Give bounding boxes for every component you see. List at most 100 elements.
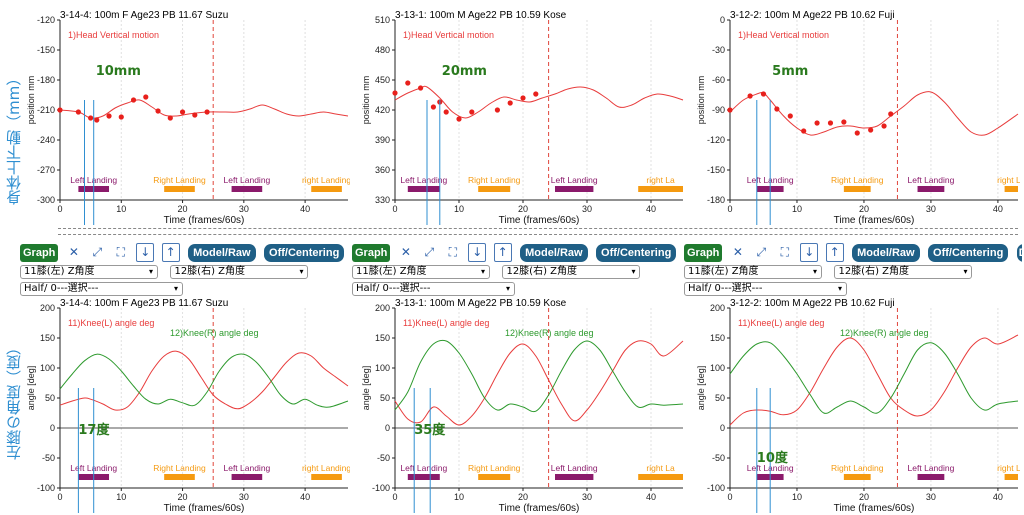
arrow-up-icon[interactable]: ↑ [825, 243, 844, 262]
x-tick-label: 20 [859, 204, 869, 214]
toolbar-3: Graph ✕ ⤢ ⛶ ↓ ↑ Model/Raw Off/Centering … [684, 243, 1022, 263]
arrow-down-icon[interactable]: ↓ [468, 243, 487, 262]
landing-bar-left [917, 186, 945, 192]
chart-title: 3-12-2: 100m M Age22 PB 10.62 Fuji [730, 10, 895, 21]
y-tick-label: 420 [375, 105, 390, 115]
arrow-up-icon[interactable]: ↑ [493, 243, 512, 262]
head-chart-suzu: 3-14-4: 100m F Age23 PB 11.67 Suzu -120 -1… [26, 10, 350, 225]
legend-entry-knee-right: 12)Knee(R) angle deg [840, 328, 929, 338]
landing-bar-right [843, 474, 871, 480]
y-tick-label: -50 [712, 453, 725, 463]
knee-right-select[interactable]: 12膝(右) Z角度 ▾ [170, 265, 309, 279]
y-tick-label: -270 [37, 165, 55, 175]
graph-button[interactable]: Graph [20, 243, 59, 262]
x-tick-label: 20 [178, 204, 188, 214]
y-tick-label: 150 [40, 333, 55, 343]
fit-icon[interactable]: ⛶ [444, 244, 461, 261]
y-tick-label: 0 [720, 423, 725, 433]
close-icon[interactable]: ✕ [65, 244, 82, 261]
off-centering-button[interactable]: Off/Centering [264, 243, 345, 262]
x-tick-label: 40 [646, 492, 656, 502]
y-axis-label: angle [deg] [696, 366, 706, 411]
raw-data-point [106, 113, 112, 119]
knee-left-select[interactable]: 11膝(左) Z角度 ▾ [352, 265, 490, 279]
x-tick-label: 40 [646, 204, 656, 214]
graph-button[interactable]: Graph [684, 243, 723, 262]
landing-label: Right Landing [468, 463, 521, 473]
raw-data-point [57, 107, 63, 113]
x-tick-label: 30 [239, 492, 249, 502]
legend-entry: 1)Head Vertical motion [403, 30, 494, 40]
select-row-2: 11膝(左) Z角度 ▾ 12膝(右) Z角度 ▾ [352, 265, 648, 279]
y-axis-label: angle [deg] [26, 366, 36, 411]
raw-data-point [167, 115, 173, 121]
model-raw-button[interactable]: Model/Raw [188, 243, 256, 262]
y-axis-label: position mm [361, 76, 371, 125]
x-tick-label: 30 [926, 204, 936, 214]
knee-left-select[interactable]: 11膝(左) Z角度 ▾ [684, 265, 822, 279]
landing-label: Left Landing [551, 463, 598, 473]
fit-icon[interactable]: ⛶ [112, 244, 129, 261]
y-tick-label: -60 [712, 75, 725, 85]
head-chart-kose: 3-13-1: 100m M Age22 PB 10.59 Kose 510 480… [361, 10, 684, 225]
series-line-1 [394, 339, 684, 413]
y-tick-label: -50 [377, 453, 390, 463]
landing-label: Left Landing [223, 463, 270, 473]
delta-annotation: 5mm [772, 64, 808, 79]
select-row-1: 11膝(左) Z角度 ▾ 12膝(右) Z角度 ▾ [20, 265, 316, 279]
expand-icon[interactable]: ⤢ [89, 244, 106, 261]
landing-label: right Landing [302, 175, 350, 185]
landing-bar-right [164, 186, 195, 192]
y-tick-label: 0 [720, 15, 725, 25]
y-tick-label: -300 [37, 195, 55, 205]
raw-data-point [881, 123, 887, 129]
raw-data-point [787, 113, 793, 119]
landing-label: right La [646, 175, 675, 185]
landing-bar-left [407, 474, 440, 480]
select-row-1b: Half/ 0---選択--- ▾ [20, 282, 191, 296]
model-raw-button[interactable]: Model/Raw [520, 243, 588, 262]
half-select[interactable]: Half/ 0---選択--- ▾ [20, 282, 183, 296]
fit-icon[interactable]: ⛶ [776, 244, 793, 261]
raw-data-point [469, 109, 475, 115]
y-tick-label: -50 [42, 453, 55, 463]
raw-data-point [507, 100, 513, 106]
raw-data-point [456, 116, 462, 122]
close-icon[interactable]: ✕ [729, 244, 746, 261]
y-tick-label: 450 [375, 75, 390, 85]
arrow-down-icon[interactable]: ↓ [800, 243, 819, 262]
graph-button[interactable]: Graph [352, 243, 391, 262]
raw-data-point [94, 117, 100, 123]
arrow-up-icon[interactable]: ↑ [161, 243, 180, 262]
y-tick-label: 100 [710, 363, 725, 373]
y-tick-label: 50 [380, 393, 390, 403]
knee-left-select[interactable]: 11膝(左) Z角度 ▾ [20, 265, 158, 279]
x-axis-label: Time (frames/60s) [164, 215, 245, 225]
x-tick-label: 20 [518, 492, 528, 502]
off-centering-button[interactable]: Off/Centering [596, 243, 677, 262]
model-raw-button[interactable]: Model/Raw [852, 243, 920, 262]
off-centering-button[interactable]: Off/Centering [928, 243, 1009, 262]
knee-right-select[interactable]: 12膝(右) Z角度 ▾ [834, 265, 973, 279]
close-icon[interactable]: ✕ [397, 244, 414, 261]
expand-icon[interactable]: ⤢ [753, 244, 770, 261]
landing-bar-right [311, 474, 342, 480]
head-chart-fuji: 3-12-2: 100m M Age22 PB 10.62 Fuji 0 -30 -6… [696, 10, 1020, 225]
half-select[interactable]: Half/ 0---選択--- ▾ [684, 282, 847, 296]
delta-annotation: 20mm [442, 64, 487, 79]
raw-data-point [760, 91, 767, 97]
x-tick-label: 10 [792, 492, 802, 502]
x-tick-label: 20 [518, 204, 528, 214]
raw-data-point [868, 127, 874, 133]
raw-data-point [801, 128, 807, 134]
knee-right-select[interactable]: 12膝(右) Z角度 ▾ [502, 265, 641, 279]
half-select[interactable]: Half/ 0---選択--- ▾ [352, 282, 515, 296]
expand-icon[interactable]: ⤢ [421, 244, 438, 261]
arrow-down-icon[interactable]: ↓ [136, 243, 155, 262]
separator-mid [58, 234, 1018, 235]
y-tick-label: -100 [372, 483, 390, 493]
delta-annotation: 10mm [96, 64, 141, 79]
landing-label: Left Landing [223, 175, 270, 185]
raw-data-point [854, 130, 860, 136]
cut-off-button[interactable]: Do [1016, 243, 1022, 262]
